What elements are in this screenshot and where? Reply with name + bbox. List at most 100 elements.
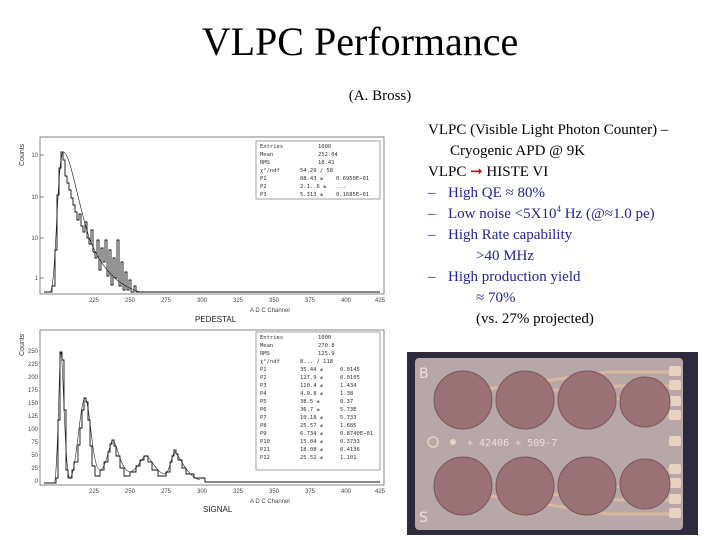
vlpc-chip-photo: + 42406 + 509-7 B S bbox=[407, 352, 698, 535]
signal-fit-curve bbox=[53, 351, 201, 484]
top-xtick-1: 225 bbox=[89, 298, 100, 304]
bottom-stat-5-name: P2 bbox=[260, 375, 267, 381]
bottom-stat-6-err: 1.434 bbox=[340, 383, 357, 389]
bottom-stat-13-val: 15.04 ± bbox=[300, 439, 324, 445]
top-stat-0-name: Entries bbox=[260, 144, 283, 150]
bullet-line-3: VLPC ➞ HISTE VI bbox=[428, 162, 718, 183]
top-stat-5-val: 2.1..6 ± bbox=[300, 184, 327, 190]
top-stat-5-name: P2 bbox=[260, 184, 267, 190]
bottom-stat-1-name: Mean bbox=[260, 343, 273, 349]
bullet-dash: – bbox=[428, 227, 436, 243]
top-stat-4-name: P1 bbox=[260, 176, 267, 182]
bullet-dash: – bbox=[428, 185, 436, 201]
bottom-ytick-1: 250 bbox=[28, 349, 39, 355]
top-xtick-9: 425 bbox=[375, 298, 386, 304]
chip-serial: + 42406 + 509-7 bbox=[467, 438, 557, 449]
top-stat-4-err: 0.6950E−01 bbox=[336, 176, 369, 182]
bottom-stat-12-err: 0.8740E−01 bbox=[340, 431, 373, 437]
bottom-stat-15-err: 1.101 bbox=[340, 455, 357, 461]
bottom-stat-10-name: P7 bbox=[260, 415, 267, 421]
bottom-stat-7-val: 4.9.8 ± bbox=[300, 391, 324, 397]
bullet-item-yield: – High production yield bbox=[428, 267, 718, 288]
bottom-ytick-9: 50 bbox=[31, 453, 38, 459]
top-xtick-6: 350 bbox=[269, 298, 280, 304]
bottom-stat-9-name: P6 bbox=[260, 407, 267, 413]
bottom-stat-12-name: P9 bbox=[260, 431, 267, 437]
bullet-text: High QE ≈ 80% bbox=[448, 185, 545, 201]
bullet-item-projected: (vs. 27% projected) bbox=[476, 311, 594, 327]
bottom-stat-8-name: P5 bbox=[260, 399, 267, 405]
vlpc-label: VLPC bbox=[428, 164, 467, 180]
top-xtick-7: 375 bbox=[305, 298, 316, 304]
pixel-4 bbox=[619, 376, 671, 428]
top-stat-2-val: 18.41 bbox=[318, 160, 335, 166]
bottom-stat-4-err: 0.0145 bbox=[340, 367, 360, 373]
bottom-stat-9-err: 5.73E bbox=[340, 407, 357, 413]
bottom-stat-4-val: 35.44 ± bbox=[300, 367, 324, 373]
pedestal-fit-curve bbox=[49, 151, 141, 293]
bottom-stat-11-val: 25.57 ± bbox=[300, 423, 324, 429]
bottom-xtick-9: 425 bbox=[375, 489, 386, 495]
bullet-dash: – bbox=[428, 206, 436, 222]
top-stat-6-err: 0.1685E−01 bbox=[336, 192, 369, 198]
bottom-stat-3-name: χ²/ndf bbox=[260, 358, 280, 365]
top-xaxis-label: A D C Channel bbox=[250, 308, 290, 314]
bullet-text: High production yield bbox=[448, 269, 581, 285]
bottom-xtick-4: 300 bbox=[197, 489, 208, 495]
bottom-stat-0-name: Entries bbox=[260, 335, 283, 341]
bottom-xtick-5: 325 bbox=[233, 489, 244, 495]
top-stat-3-val: 54.29 / 58 bbox=[300, 168, 333, 174]
bullet-item-rate: – High Rate capability bbox=[428, 225, 718, 246]
pixel-6 bbox=[495, 456, 555, 516]
bullet-text: Low noise <5X10 bbox=[448, 206, 557, 222]
bullet-item-rate-value: >40 MHz bbox=[476, 248, 535, 264]
bottom-plot-name: SIGNAL bbox=[203, 505, 233, 514]
bottom-stat-1-val: 270.8 bbox=[318, 343, 335, 349]
top-stats-box bbox=[255, 140, 381, 200]
bottom-stat-13-err: 0.3733 bbox=[340, 439, 360, 445]
bottom-stat-6-name: P3 bbox=[260, 383, 267, 389]
bullet-item-qe: – High QE ≈ 80% bbox=[428, 183, 718, 204]
right-arrow-icon: ➞ bbox=[470, 164, 483, 180]
slide-title: VLPC Performance bbox=[201, 19, 519, 64]
bottom-stat-11-name: P8 bbox=[260, 423, 267, 429]
bullet-item-noise: – Low noise <5X104 Hz (@≈1.0 pe) bbox=[428, 204, 718, 225]
top-xtick-3: 275 bbox=[161, 298, 172, 304]
top-stat-2-name: RMS bbox=[260, 160, 270, 166]
bottom-stat-15-name: P12 bbox=[260, 455, 270, 461]
bottom-ytick-3: 200 bbox=[28, 375, 39, 381]
top-xtick-2: 250 bbox=[125, 298, 136, 304]
top-stat-6-name: P3 bbox=[260, 192, 267, 198]
top-ytick-2: 10 bbox=[31, 195, 38, 201]
bottom-stat-3-val: 8... / 118 bbox=[300, 359, 333, 365]
bottom-xaxis-label: A D C Channel bbox=[250, 499, 290, 505]
bottom-xtick-6: 350 bbox=[269, 489, 280, 495]
bottom-stat-14-val: 18.08 ± bbox=[300, 447, 324, 453]
bottom-stat-12-val: 6.734 ± bbox=[300, 431, 324, 437]
top-ytick-1: 10 bbox=[31, 153, 38, 159]
top-stat-5-err: ... bbox=[336, 184, 346, 190]
bottom-xtick-2: 250 bbox=[125, 489, 136, 495]
top-xtick-8: 400 bbox=[341, 298, 352, 304]
pixel-1 bbox=[433, 370, 493, 430]
bottom-stat-5-val: 127.9 ± bbox=[300, 375, 324, 381]
top-stat-6-val: 5.313 ± bbox=[300, 192, 324, 198]
bottom-ytick-6: 125 bbox=[28, 414, 39, 420]
bottom-stat-14-name: P11 bbox=[260, 447, 270, 453]
bottom-stat-10-err: 5.733 bbox=[340, 415, 357, 421]
top-ylabel: Counts bbox=[19, 143, 26, 166]
top-xtick-4: 300 bbox=[197, 298, 208, 304]
bottom-stat-5-err: 0.0105 bbox=[340, 375, 360, 381]
bottom-ytick-2: 225 bbox=[28, 362, 39, 368]
bottom-frame bbox=[39, 329, 385, 486]
top-ytick-3: 10 bbox=[31, 236, 38, 242]
top-stat-4-val: 88.43 ± bbox=[300, 176, 324, 182]
bullet-item-yield-value: ≈ 70% bbox=[476, 290, 516, 306]
bottom-ytick-10: 25 bbox=[31, 466, 38, 472]
bottom-stat-7-name: P4 bbox=[260, 391, 267, 397]
pedestal-plot: Counts 10 10 10 1 Entries 1000 Mean 252.… bbox=[19, 136, 386, 324]
top-plot-name: PEDESTAL bbox=[195, 315, 237, 324]
bottom-stat-2-val: 125.9 bbox=[318, 351, 335, 357]
bottom-stat-8-err: 0.37 bbox=[340, 399, 353, 405]
